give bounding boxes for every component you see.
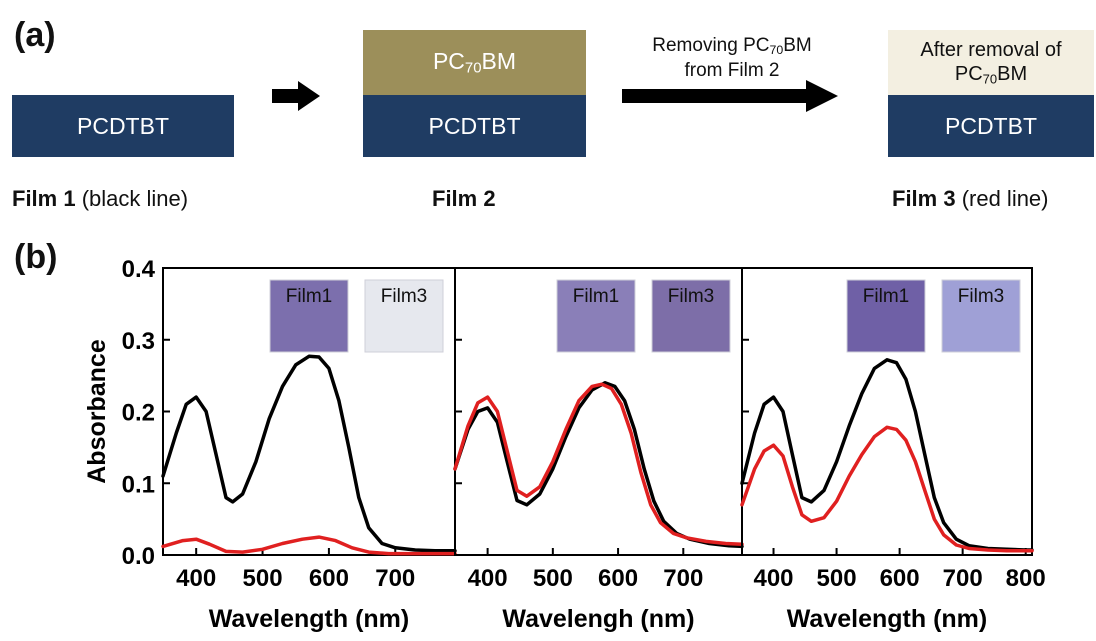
sample-photo-label: Film3	[668, 286, 714, 307]
sample-photo-film3	[941, 279, 1021, 353]
x-tick-label: 800	[1006, 565, 1046, 592]
film3-pcdtbt-layer: PCDTBT	[888, 95, 1094, 157]
film1-pcdtbt-layer: PCDTBT	[12, 95, 234, 157]
sample-photo-film3	[651, 279, 731, 353]
x-tick-label: 400	[468, 565, 508, 592]
long-arrow-right-icon	[622, 80, 838, 117]
x-tick-label: 400	[176, 565, 216, 592]
sample-photo-film3	[364, 279, 444, 353]
y-tick-label: 0.3	[122, 328, 155, 355]
y-tick-label: 0.1	[122, 471, 155, 498]
film2-bottom-text: PCDTBT	[428, 112, 521, 139]
x-tick-label: 700	[943, 565, 983, 592]
y-tick-label: 0.2	[122, 400, 155, 427]
film3-top-line1: After removal of	[920, 39, 1062, 62]
x-tick-label: 500	[817, 565, 857, 592]
sample-photo-label: Film1	[863, 286, 909, 307]
x-tick-label: 500	[243, 565, 283, 592]
film1-caption: Film 1 (black line)	[12, 186, 189, 211]
film3-top-line2: PC70BM	[954, 63, 1028, 87]
sample-photo-label: Film3	[958, 286, 1004, 307]
arrow-right-icon	[272, 81, 320, 116]
sample-photo-label: Film1	[286, 286, 332, 307]
film1-series-line	[161, 354, 457, 553]
x-tick-label: 400	[753, 565, 793, 592]
film3-bottom-text: PCDTBT	[945, 112, 1037, 139]
x-tick-label: 600	[880, 565, 920, 592]
panel-a-label: (a)	[14, 16, 56, 54]
x-axis-label: Wavelengh (nm)	[502, 605, 694, 633]
x-tick-label: 700	[375, 565, 415, 592]
sample-photo-label: Film3	[381, 286, 427, 307]
sample-photo-label: Film1	[573, 286, 619, 307]
sample-photo-film1	[269, 279, 349, 353]
film3-removed-layer: After removal of PC70BM	[888, 30, 1094, 95]
sample-photo-film1	[556, 279, 636, 353]
y-tick-label: 0.0	[122, 543, 155, 570]
film3-series-line	[161, 535, 457, 556]
panel-b-label: (b)	[14, 238, 58, 276]
film1-layer-text: PCDTBT	[77, 112, 169, 139]
film1-series-line	[740, 358, 1034, 552]
film3-series-line	[740, 425, 1034, 553]
film2-pcdtbt-layer: PCDTBT	[363, 95, 586, 157]
film1-series-line	[453, 381, 744, 549]
film2-pc70bm-layer: PC70BM	[363, 30, 586, 95]
y-axis-label: Absorbance	[83, 339, 111, 484]
film3-caption: Film 3 (red line)	[892, 186, 1049, 211]
film2-top-text: PC70BM	[432, 48, 517, 77]
x-tick-label: 500	[533, 565, 573, 592]
film3-series-line	[453, 382, 744, 546]
x-axis-label: Wavelength (nm)	[209, 605, 409, 633]
x-axis-label: Wavelength (nm)	[787, 605, 987, 633]
x-tick-label: 600	[598, 565, 638, 592]
film2-caption: Film 2	[432, 186, 496, 211]
sample-photo-film1	[846, 279, 926, 353]
y-tick-label: 0.4	[122, 256, 156, 283]
x-tick-label: 600	[309, 565, 349, 592]
x-tick-label: 700	[663, 565, 703, 592]
removal-arrow-label: Removing PC70BM from Film 2	[652, 35, 812, 81]
